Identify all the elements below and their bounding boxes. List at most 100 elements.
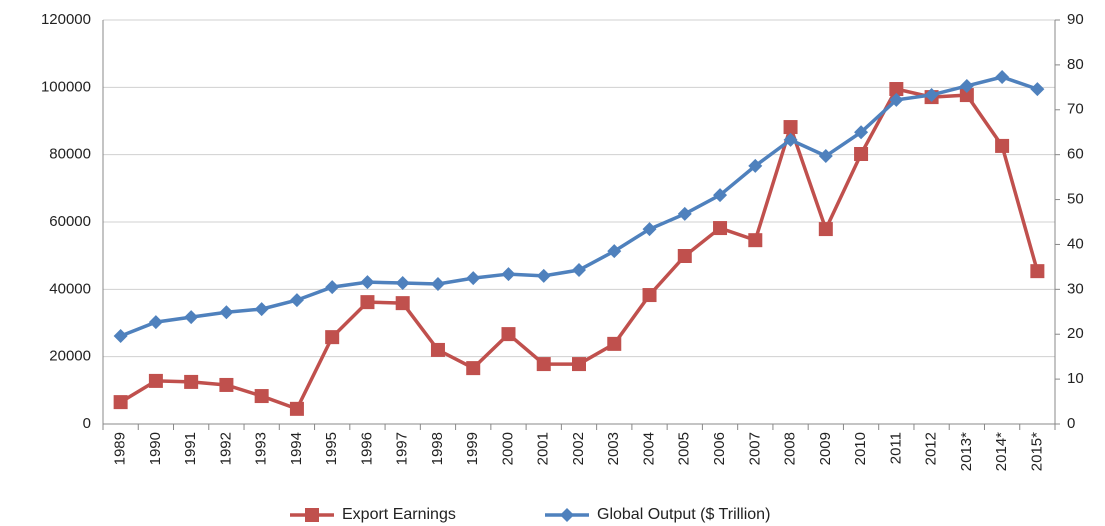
square-marker (536, 357, 551, 372)
diamond-marker (572, 263, 586, 278)
diamond-marker (430, 276, 445, 291)
square-marker (360, 295, 375, 310)
square-marker (677, 249, 692, 264)
y2-tick-label: 40 (1067, 235, 1084, 252)
x-tick-label: 1995 (323, 432, 340, 465)
y-tick-label: 60000 (49, 213, 91, 230)
diamond-marker (184, 310, 199, 325)
diamond-marker (254, 302, 269, 317)
x-tick-label: 2007 (746, 432, 763, 465)
x-tick-label: 1997 (394, 432, 411, 465)
diamond-marker (783, 132, 798, 147)
square-marker (113, 395, 128, 410)
diamond-marker (1030, 82, 1045, 97)
series-line (119, 75, 1038, 338)
square-marker (466, 361, 481, 376)
x-tick-label: 2006 (711, 432, 728, 465)
diamond-marker (959, 78, 974, 93)
square-marker (959, 88, 974, 103)
square-marker (289, 401, 304, 416)
diamond-marker (360, 275, 375, 290)
y2-tick-label: 0 (1067, 415, 1075, 432)
x-tick-label: 2009 (817, 432, 834, 465)
diamond-marker (289, 293, 304, 308)
x-tick-label: 1990 (147, 432, 164, 465)
x-tick-label: 1999 (464, 432, 481, 465)
diamond-marker (113, 329, 128, 344)
square-marker (184, 374, 199, 389)
diamond-marker (854, 125, 869, 140)
square-marker (572, 357, 586, 372)
diamond-marker (924, 87, 939, 102)
x-tick-label: 2012 (923, 432, 940, 465)
x-tick-label: 2015* (1028, 432, 1045, 471)
x-tick-label: 2013* (958, 432, 975, 471)
diamond-marker (325, 280, 340, 295)
x-tick-label: 2008 (782, 432, 799, 465)
diamond-marker (889, 92, 904, 107)
diamond-marker (713, 188, 728, 203)
x-tick-label: 2004 (640, 432, 657, 465)
square-marker (854, 146, 869, 161)
diamond-marker (560, 508, 574, 522)
legend-label: Global Output ($ Trillion) (597, 506, 770, 523)
x-tick-label: 2001 (535, 432, 552, 465)
x-tick-label: 2003 (605, 432, 622, 465)
y-tick-label: 20000 (49, 348, 91, 365)
square-marker (254, 389, 269, 404)
square-marker (642, 288, 657, 303)
y2-tick-label: 80 (1067, 56, 1084, 73)
x-tick-label: 2011 (887, 432, 904, 464)
x-tick-label: 2005 (676, 432, 693, 465)
y-tick-label: 120000 (41, 11, 91, 28)
y-tick-label: 40000 (49, 280, 91, 297)
square-marker (1030, 264, 1045, 279)
legend-label: Export Earnings (342, 506, 456, 523)
y-tick-label: 80000 (49, 146, 91, 163)
x-tick-label: 1991 (182, 432, 199, 465)
x-tick-label: 2014* (993, 432, 1010, 471)
y2-tick-label: 30 (1067, 280, 1084, 297)
square-marker (395, 296, 410, 311)
square-marker (995, 138, 1010, 153)
diamond-marker (466, 271, 481, 286)
square-marker (748, 233, 763, 248)
square-marker (713, 221, 728, 236)
x-tick-label: 1994 (288, 432, 305, 465)
square-marker (607, 336, 622, 351)
diamond-marker (677, 206, 692, 221)
square-marker (219, 377, 234, 392)
x-tick-label: 2010 (852, 432, 869, 465)
square-marker (501, 327, 516, 342)
y2-tick-label: 20 (1067, 325, 1084, 342)
x-tick-label: 1998 (429, 432, 446, 465)
x-tick-label: 2000 (499, 432, 516, 465)
diamond-marker (818, 149, 833, 164)
diamond-marker (995, 70, 1010, 85)
square-marker (818, 222, 833, 237)
x-tick-label: 1989 (112, 432, 129, 465)
y2-tick-label: 70 (1067, 101, 1084, 118)
y2-tick-label: 60 (1067, 146, 1084, 163)
y2-tick-label: 50 (1067, 191, 1084, 208)
x-tick-label: 1992 (217, 432, 234, 465)
x-tick-label: 2002 (570, 432, 587, 465)
square-marker (325, 330, 340, 345)
y2-tick-label: 90 (1067, 11, 1084, 28)
y-tick-label: 100000 (41, 78, 91, 95)
square-marker (148, 373, 163, 388)
diamond-marker (748, 158, 763, 173)
diamond-marker (536, 268, 551, 283)
square-marker (783, 120, 798, 135)
square-marker (889, 82, 904, 97)
y-tick-label: 0 (83, 415, 91, 432)
diamond-marker (148, 315, 163, 330)
square-marker (305, 508, 319, 522)
diamond-marker (501, 267, 516, 282)
square-marker (430, 342, 445, 357)
x-tick-label: 1996 (358, 432, 375, 465)
diamond-marker (642, 222, 657, 237)
diamond-marker (395, 276, 410, 291)
y2-tick-label: 10 (1067, 370, 1084, 387)
